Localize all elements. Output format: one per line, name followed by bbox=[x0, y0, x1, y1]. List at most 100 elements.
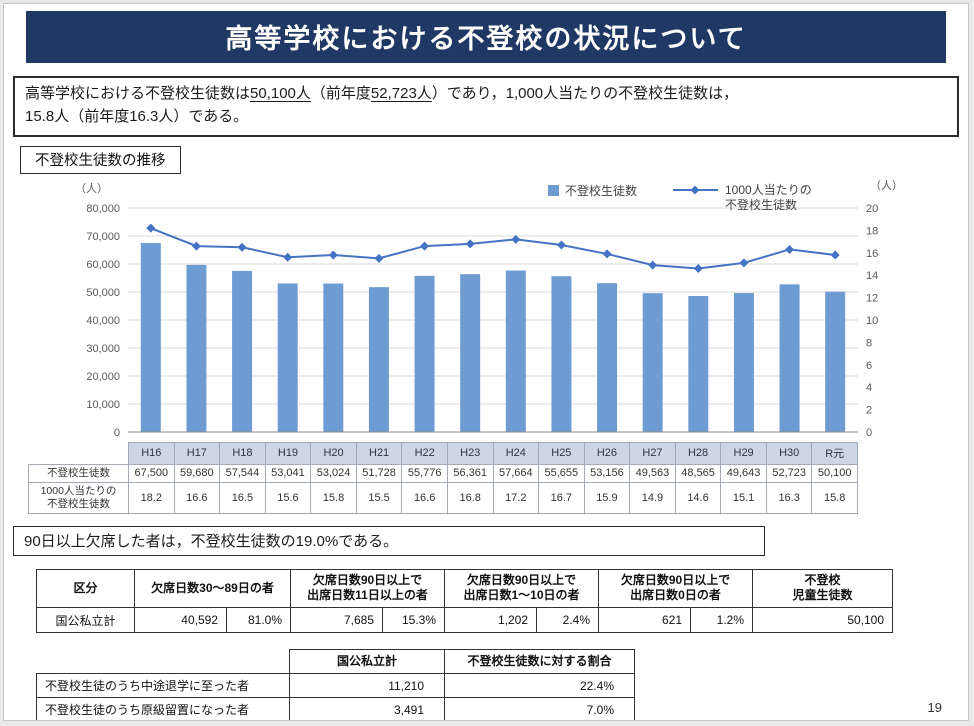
series-value-cell: 15.8 bbox=[310, 481, 357, 514]
outcome-table-header: 不登校生徒数に対する割合 bbox=[444, 649, 635, 675]
outcome-rate-cell: 7.0% bbox=[444, 697, 635, 720]
category-label: R元 bbox=[811, 441, 858, 465]
series-value-cell: 16.6 bbox=[401, 481, 448, 514]
outcome-row-label: 不登校生徒のうち中途退学に至った者 bbox=[36, 673, 290, 699]
series-value-cell: 14.6 bbox=[674, 481, 722, 514]
outcome-table-header bbox=[37, 650, 290, 674]
svg-text:4: 4 bbox=[866, 382, 872, 394]
series-value-cell: 18.2 bbox=[128, 481, 175, 514]
series-value-cell: 55,776 bbox=[401, 463, 448, 483]
series-value-cell: 53,024 bbox=[310, 463, 357, 483]
series-value-cell: 15.8 bbox=[811, 481, 858, 514]
series-value-cell: 49,643 bbox=[720, 463, 767, 483]
series-value-cell: 57,544 bbox=[219, 463, 266, 483]
svg-text:10: 10 bbox=[866, 315, 878, 327]
trend-chart: 0 10,000 20,000 30,000 40,000 50,000 60,000 70,… bbox=[75, 179, 903, 439]
series-value-cell: 17.2 bbox=[492, 481, 540, 514]
series-value-cell: 15.1 bbox=[720, 481, 767, 514]
svg-text:1000人当たりの: 1000人当たりの bbox=[725, 183, 812, 197]
absence-table-header: 欠席日数90日以上で 出席日数11日以上の者 bbox=[290, 568, 446, 609]
chart-section-label: 不登校生徒数の推移 bbox=[20, 145, 181, 174]
svg-text:10,000: 10,000 bbox=[86, 399, 120, 411]
svg-text:60,000: 60,000 bbox=[86, 259, 120, 271]
series-value-cell: 16.7 bbox=[538, 481, 585, 514]
absence-total-cell: 50,100 bbox=[752, 607, 894, 634]
series-value-cell: 55,655 bbox=[538, 463, 585, 483]
series-value-cell: 51,728 bbox=[355, 463, 403, 483]
category-label: H28 bbox=[674, 441, 722, 465]
category-label: H24 bbox=[492, 441, 540, 465]
svg-text:14: 14 bbox=[866, 270, 878, 282]
absence-table-header: 不登校 児童生徒数 bbox=[752, 568, 894, 609]
summary-segment: 高等学校における不登校生徒数は bbox=[25, 85, 251, 102]
absence-value-cell: 1.2% bbox=[690, 607, 754, 634]
outcome-rate-cell: 22.4% bbox=[444, 673, 635, 699]
category-label: H21 bbox=[355, 441, 403, 465]
absence-table-header: 欠席日数30～89日の者 bbox=[133, 568, 292, 609]
absence-value-cell: 15.3% bbox=[382, 607, 446, 634]
absence-row-label: 国公私立計 bbox=[36, 607, 135, 634]
series-value-cell: 53,156 bbox=[583, 463, 631, 483]
series-value-cell: 16.3 bbox=[765, 481, 813, 514]
category-label: H17 bbox=[173, 441, 221, 465]
svg-text:40,000: 40,000 bbox=[86, 315, 120, 327]
category-label: H23 bbox=[446, 441, 494, 465]
summary-segment: 15.8人（前年度16.3人）である。 bbox=[25, 108, 249, 126]
page-title: 高等学校における不登校の状況について bbox=[26, 11, 946, 63]
absence-value-cell: 40,592 bbox=[134, 607, 227, 634]
svg-text:18: 18 bbox=[866, 225, 878, 237]
right-axis-unit: （人） bbox=[870, 179, 903, 192]
category-label: H30 bbox=[765, 441, 813, 465]
outcome-table-header: 国公私立計 bbox=[289, 649, 445, 675]
outcome-count-cell: 11,210 bbox=[289, 673, 445, 699]
svg-text:不登校生徒数: 不登校生徒数 bbox=[565, 183, 637, 198]
summary-box: 高等学校における不登校生徒数は50,100人（前年度52,723人）であり，1,… bbox=[13, 76, 959, 137]
series-value-cell: 14.9 bbox=[629, 481, 676, 514]
chart-data-table-body: H16 H17 H18 H19 H20 H21 H22 H23 H24 H25 H26 H27 H28 H… bbox=[28, 441, 858, 514]
series-value-cell: 16.8 bbox=[446, 481, 494, 514]
category-label: H27 bbox=[629, 441, 676, 465]
svg-text:30,000: 30,000 bbox=[86, 343, 120, 355]
series-value-cell: 48,565 bbox=[674, 463, 722, 483]
series-value-cell: 67,500 bbox=[128, 463, 175, 483]
svg-text:16: 16 bbox=[866, 247, 878, 259]
series-value-cell: 59,680 bbox=[173, 463, 221, 483]
series-value-cell: 16.6 bbox=[173, 481, 221, 514]
summary-segment: ）であり，1,000人当たりの不登校生徒数は， bbox=[431, 85, 739, 102]
outcome-table: 国公私立計 不登校生徒数に対する割合不登校生徒のうち中途退学に至った者 11,210… bbox=[36, 649, 635, 720]
series-row-header: 不登校生徒数 bbox=[28, 463, 129, 483]
left-axis-unit: （人） bbox=[75, 182, 108, 195]
svg-text:0: 0 bbox=[114, 427, 120, 439]
category-label: H20 bbox=[310, 441, 357, 465]
slide: 高等学校における不登校の状況について 高等学校における不登校生徒数は50,100… bbox=[3, 3, 969, 721]
category-label: H16 bbox=[128, 441, 175, 465]
absence-value-cell: 81.0% bbox=[225, 607, 292, 634]
svg-text:12: 12 bbox=[866, 292, 878, 304]
absence-table-header: 区分 bbox=[36, 568, 135, 609]
chart-table-corner bbox=[29, 442, 129, 464]
category-label: H29 bbox=[720, 441, 767, 465]
svg-text:50,000: 50,000 bbox=[86, 287, 120, 299]
outcome-count-cell: 3,491 bbox=[289, 697, 445, 720]
outcome-row-label: 不登校生徒のうち原級留置になった者 bbox=[36, 697, 290, 720]
category-label: H18 bbox=[219, 441, 266, 465]
series-value-cell: 49,563 bbox=[629, 463, 676, 483]
absence-table-header: 欠席日数90日以上で 出席日数1～10日の者 bbox=[444, 568, 600, 609]
category-label: H19 bbox=[264, 441, 312, 465]
series-value-cell: 15.9 bbox=[583, 481, 631, 514]
bar-series bbox=[140, 242, 846, 432]
series-value-cell: 57,664 bbox=[492, 463, 540, 483]
absence-value-cell: 621 bbox=[598, 607, 692, 634]
legend-bar-swatch bbox=[548, 184, 559, 196]
series-value-cell: 50,100 bbox=[811, 463, 858, 483]
svg-text:不登校生徒数: 不登校生徒数 bbox=[725, 197, 797, 212]
series-value-cell: 53,041 bbox=[264, 463, 312, 483]
svg-text:20: 20 bbox=[866, 203, 878, 215]
absence-table-header: 欠席日数90日以上で 出席日数0日の者 bbox=[598, 568, 754, 609]
svg-text:2: 2 bbox=[866, 404, 872, 416]
absence-table: 区分 欠席日数30～89日の者 欠席日数90日以上で 出席日数11日以上の者 欠席日数9… bbox=[36, 568, 894, 634]
category-label: H25 bbox=[538, 441, 585, 465]
category-label: H22 bbox=[401, 441, 448, 465]
series-value-cell: 52,723 bbox=[765, 463, 813, 483]
